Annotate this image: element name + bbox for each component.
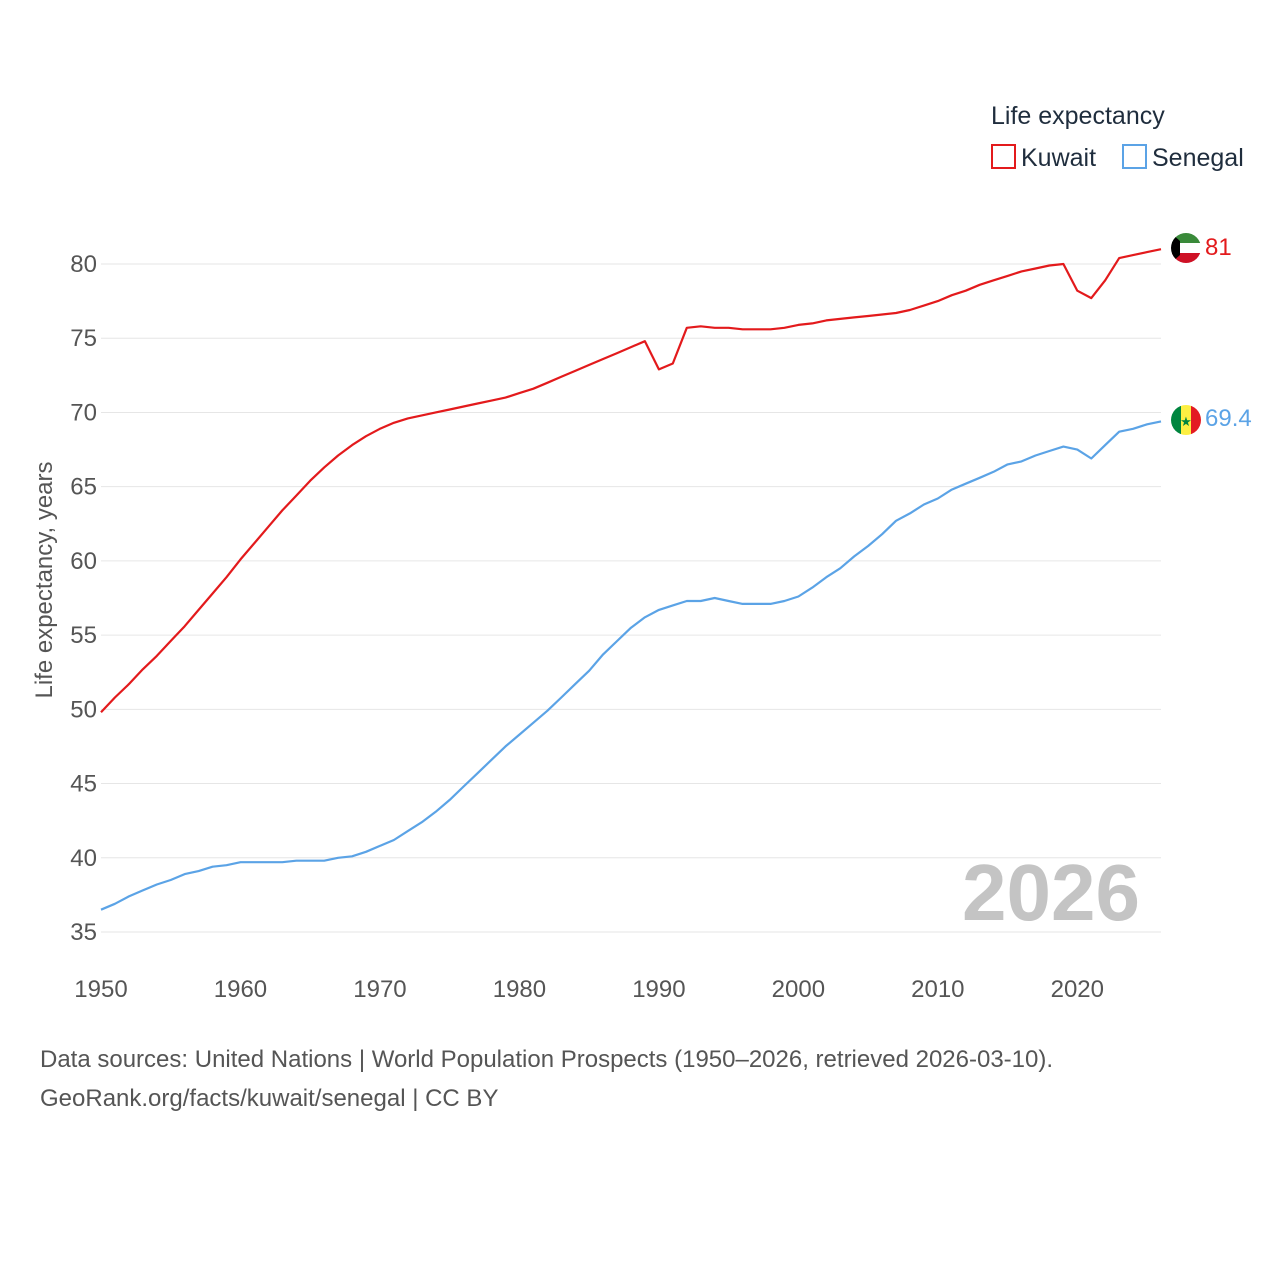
legend: Life expectancy Kuwait Senegal [991,102,1244,172]
y-tick-label: 70 [70,399,97,426]
y-axis: 35 40 45 50 55 60 65 70 75 80 [70,251,97,946]
end-label-kuwait: 81 [1205,234,1232,261]
y-tick-label: 35 [70,919,97,946]
y-tick-label: 80 [70,251,97,278]
y-tick-label: 50 [70,696,97,723]
legend-item-senegal[interactable]: Senegal [1122,144,1244,172]
y-tick-label: 75 [70,325,97,352]
x-tick-label: 1990 [632,976,685,1003]
legend-item-kuwait[interactable]: Kuwait [991,144,1096,172]
y-tick-label: 40 [70,845,97,872]
x-tick-label: 1960 [214,976,267,1003]
series-line-senegal[interactable] [100,420,1162,911]
y-axis-title: Life expectancy, years [31,461,58,698]
data-source-note: Data sources: United Nations | World Pop… [40,1046,1054,1073]
y-tick-label: 55 [70,622,97,649]
kuwait-flag-icon [1171,233,1201,263]
x-tick-label: 2010 [911,976,964,1003]
series-line-kuwait[interactable] [100,248,1162,714]
legend-title: Life expectancy [991,102,1165,130]
y-tick-label: 60 [70,548,97,575]
x-tick-label: 1980 [493,976,546,1003]
x-axis: 1950 1960 1970 1980 1990 2000 2010 2020 [74,976,1104,1003]
line-chart: 35 40 45 50 55 60 65 70 75 80 1950 1960 1970 1980 199… [31,102,1252,1003]
x-tick-label: 2020 [1051,976,1104,1003]
series-lines [100,248,1162,911]
legend-swatch-kuwait [991,144,1016,169]
senegal-flag-icon: ★ [1171,405,1201,435]
y-tick-label: 45 [70,771,97,798]
legend-label-kuwait: Kuwait [1021,144,1096,172]
svg-text:★: ★ [1180,415,1192,430]
x-tick-label: 2000 [772,976,825,1003]
y-tick-label: 65 [70,474,97,501]
credit-link[interactable]: GeoRank.org/facts/kuwait/senegal | CC BY [40,1085,499,1112]
legend-label-senegal: Senegal [1152,144,1244,172]
x-tick-label: 1950 [74,976,127,1003]
legend-swatch-senegal [1122,144,1147,169]
year-watermark: 2026 [962,848,1140,937]
x-tick-label: 1970 [353,976,406,1003]
end-label-senegal: 69.4 [1205,405,1252,432]
gridlines [101,263,1161,933]
